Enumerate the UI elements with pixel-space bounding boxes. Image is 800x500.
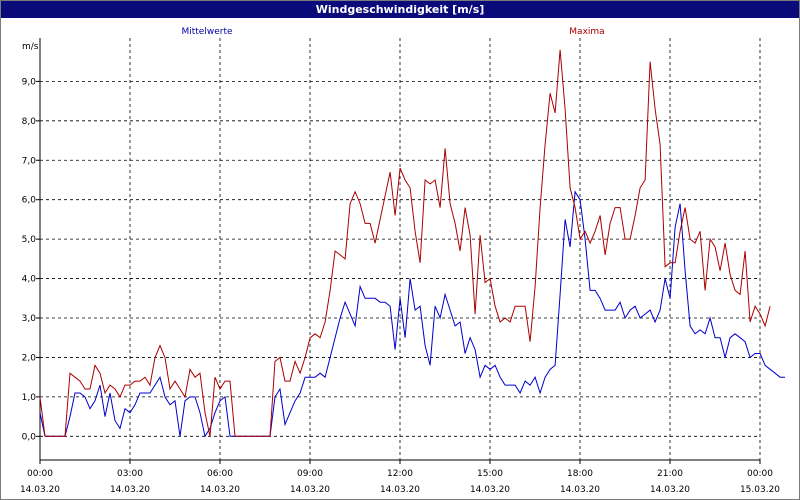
x-tick-date: 14.03.20 [560, 485, 600, 495]
y-tick-label: 3,0 [22, 314, 37, 324]
window-title: Windgeschwindigkeit [m/s] [1, 1, 799, 18]
x-tick-date: 14.03.20 [650, 485, 690, 495]
x-tick-date: 14.03.20 [290, 485, 330, 495]
x-tick-date: 14.03.20 [470, 485, 510, 495]
x-tick-time: 12:00 [387, 469, 413, 479]
x-tick-time: 06:00 [207, 469, 233, 479]
y-axis-ticks: 0,0 1,0 2,0 3,0 4,0 5,0 6,0 7,0 8,0 9,0 [22, 77, 40, 442]
y-axis-label: m/s [22, 42, 39, 52]
y-tick-label: 1,0 [22, 393, 37, 403]
y-tick-label: 0,0 [22, 432, 37, 442]
legend-mittelwerte: Mittelwerte [181, 27, 232, 37]
x-tick-date: 14.03.20 [380, 485, 420, 495]
x-tick-time: 09:00 [297, 469, 323, 479]
x-axis-ticks: 00:00 14.03.20 03:00 14.03.20 06:00 14.03.20 0… [20, 460, 780, 495]
series-line-mittelwerte [39, 190, 786, 438]
x-tick-time: 15:00 [477, 469, 503, 479]
y-tick-label: 4,0 [22, 275, 37, 285]
x-tick-date: 14.03.20 [200, 485, 240, 495]
x-tick-date: 15.03.20 [740, 485, 780, 495]
y-tick-label: 8,0 [22, 117, 37, 127]
y-tick-label: 5,0 [22, 235, 37, 245]
x-tick-date: 14.03.20 [20, 485, 60, 495]
series-lines [39, 49, 786, 438]
grid-lines [39, 38, 761, 460]
legend-maxima: Maxima [569, 27, 604, 37]
y-tick-label: 7,0 [22, 156, 37, 166]
x-tick-time: 21:00 [657, 469, 683, 479]
x-tick-time: 03:00 [117, 469, 143, 479]
x-tick-time: 00:00 [747, 469, 773, 479]
x-tick-date: 14.03.20 [110, 485, 150, 495]
x-tick-time: 18:00 [567, 469, 593, 479]
y-tick-label: 9,0 [22, 77, 37, 87]
series-line-maxima [39, 49, 771, 437]
y-tick-label: 2,0 [22, 353, 37, 363]
y-tick-label: 6,0 [22, 196, 37, 206]
x-tick-time: 00:00 [27, 469, 53, 479]
